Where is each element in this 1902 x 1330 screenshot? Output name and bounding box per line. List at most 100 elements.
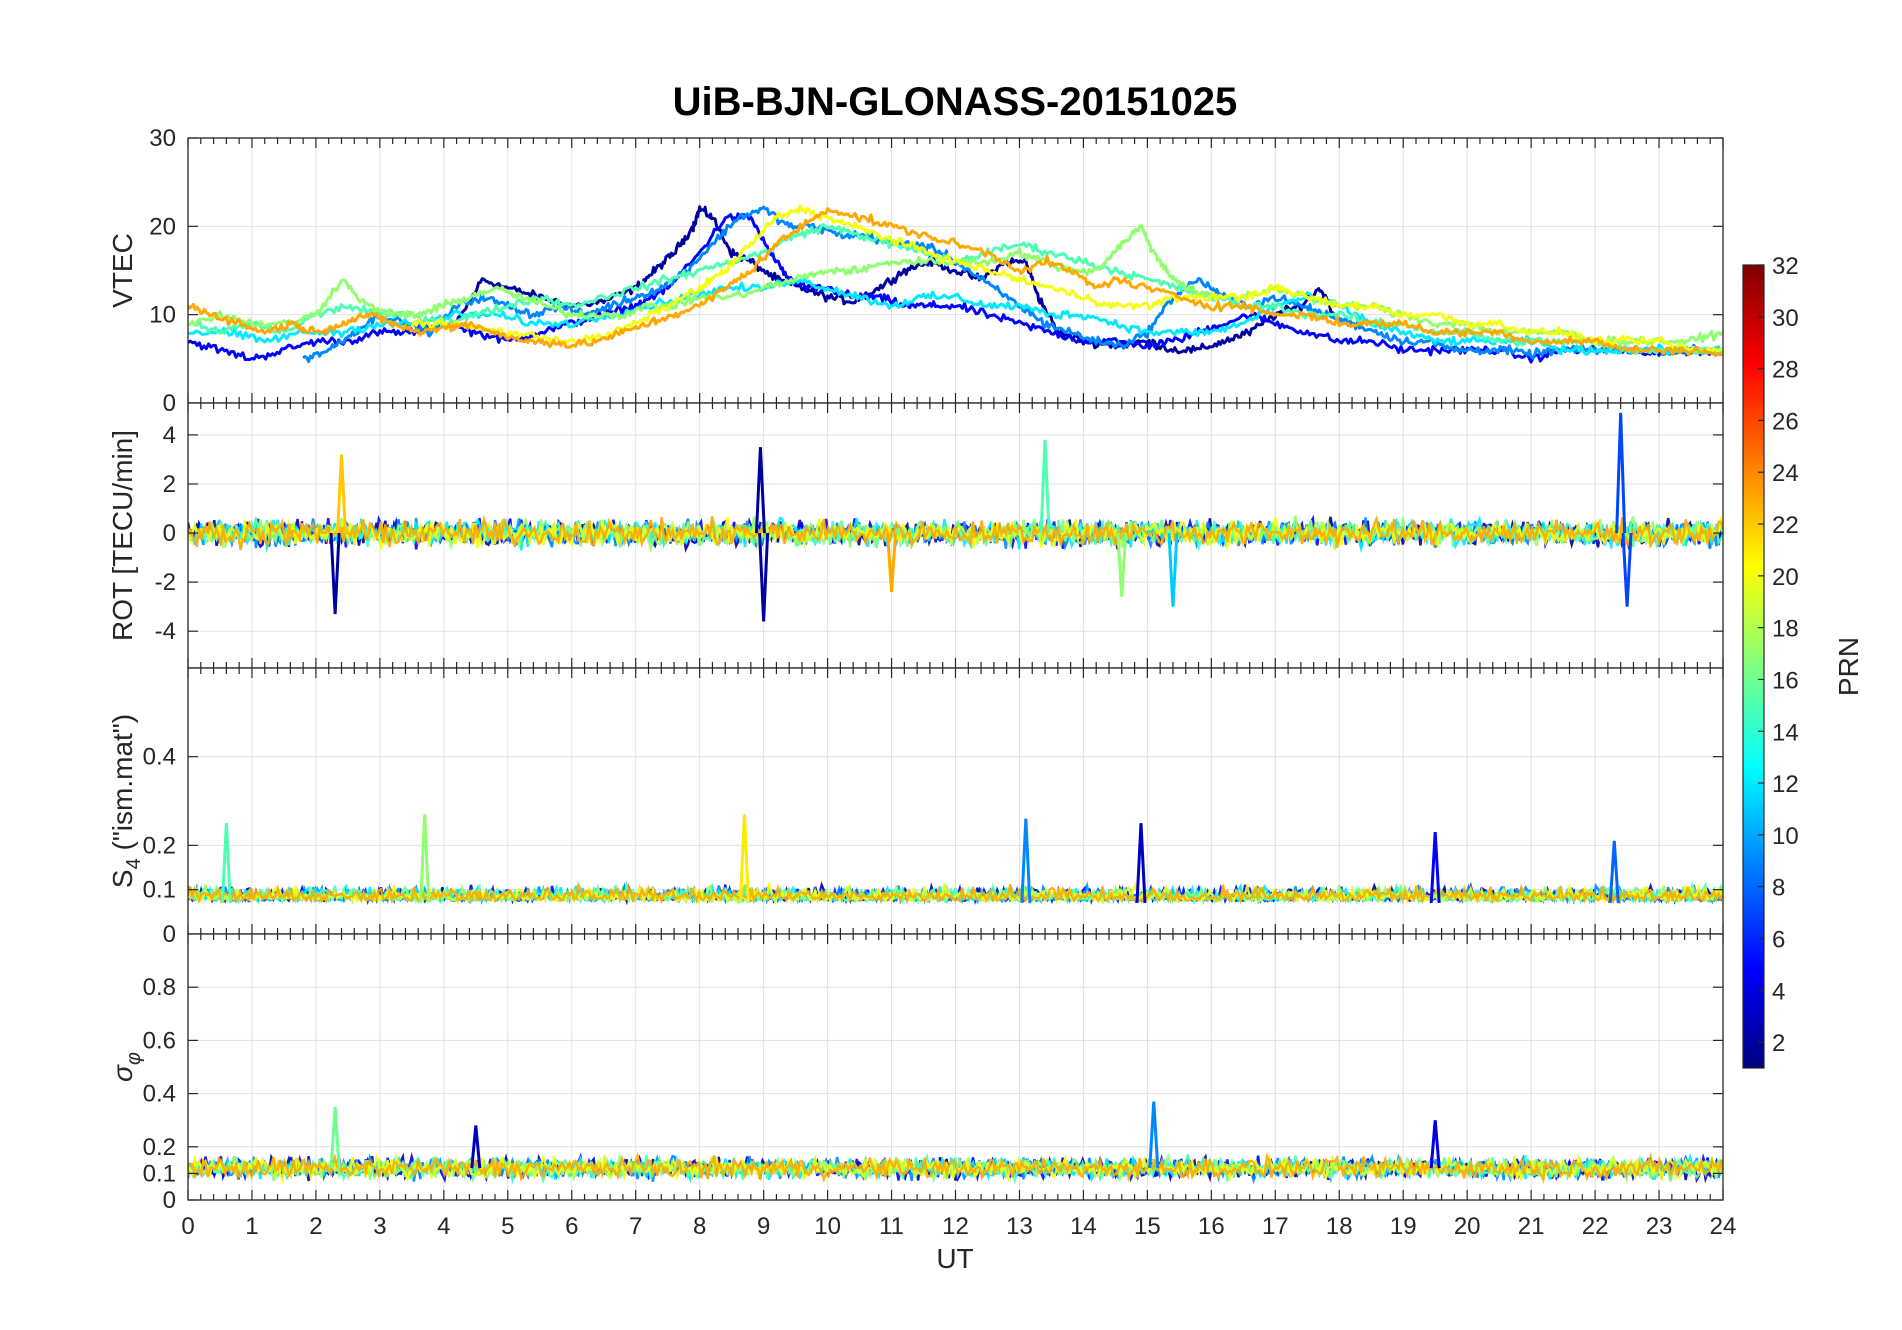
s4-spike-prn-5 (1429, 831, 1441, 904)
vtec-series-prn-23 (188, 207, 1723, 357)
tick-marks (187, 403, 1724, 668)
colorbar-gradient (1742, 264, 1765, 1069)
colorbar-label: PRN (1833, 637, 1864, 696)
x-tick-label: 2 (309, 1213, 322, 1240)
y-tick-label: 2 (163, 471, 176, 498)
x-tick-label: 15 (1134, 1213, 1161, 1240)
x-axis-label: UT (936, 1243, 973, 1274)
colorbar-tick-label: 6 (1772, 926, 1785, 953)
y-tick-label: 0 (163, 390, 176, 417)
colorbar-tick-label: 2 (1772, 1030, 1785, 1057)
y-tick-label: 4 (163, 422, 176, 449)
sigma_phi-spike-prn-16 (329, 1106, 341, 1169)
x-tick-label: 14 (1070, 1213, 1097, 1240)
x-tick-label: 10 (814, 1213, 841, 1240)
x-tick-label: 22 (1582, 1213, 1609, 1240)
rot-spike-prn-2 (754, 447, 766, 534)
x-tick-label: 13 (1006, 1213, 1033, 1240)
s4-spike-prn-3 (1135, 823, 1147, 904)
rot-spike-prn-23 (886, 532, 898, 593)
s4-spike-prn-15 (220, 823, 232, 904)
s4-spike-prn-9 (1020, 818, 1032, 904)
colorbar-tick-label: 24 (1772, 460, 1799, 487)
plot-area-sigma_phi (188, 1101, 1723, 1185)
x-tick-label: 17 (1262, 1213, 1289, 1240)
colorbar-tick-label: 32 (1772, 253, 1799, 280)
s4-spike-prn-21 (738, 814, 750, 904)
colorbar-tick-label: 4 (1772, 978, 1785, 1005)
rot-spike-prn-7 (1621, 532, 1633, 607)
colorbar-tick-label: 12 (1772, 771, 1799, 798)
rot-spike-prn-22 (336, 454, 347, 534)
y-tick-label: 0.8 (143, 974, 176, 1001)
colorbar-tick-label: 30 (1772, 305, 1799, 332)
panel-vtec: 0 10 20 30 VTEC (107, 125, 1724, 417)
colorbar-tick-label: 10 (1772, 823, 1799, 850)
sigma_phi-trace-prn-23 (188, 1151, 1723, 1184)
panel-s4: 0 0.1 0.2 0.4S4 ("ism.mat") (107, 667, 1724, 948)
x-tick-label: 4 (437, 1213, 450, 1240)
rot-spike-prn-2 (329, 532, 341, 615)
x-tick-label: 0 (181, 1213, 194, 1240)
x-tick-label: 19 (1390, 1213, 1417, 1240)
s4-spike-prn-8 (1608, 840, 1620, 904)
vtec-series-prn-5 (188, 212, 1723, 364)
y-axis-label-rot: ROT [TECU/min] (107, 430, 138, 641)
colorbar-tick-label: 26 (1772, 408, 1799, 435)
y-tick-label: 0.1 (143, 1160, 176, 1187)
rot-spike-prn-2 (758, 532, 770, 622)
x-tick-label: 12 (942, 1213, 969, 1240)
rot-spike-prn-7 (1615, 412, 1627, 534)
panel-rot: -4 -2 0 2 4 ROT [TECU/min] (107, 402, 1724, 669)
x-tick-label: 16 (1198, 1213, 1225, 1240)
rot-spike-prn-11 (1167, 532, 1179, 607)
y-tick-label: 10 (149, 302, 176, 329)
x-tick-label: 23 (1646, 1213, 1673, 1240)
x-tick-label: 11 (879, 1213, 904, 1240)
s4-spike-prn-17 (419, 814, 431, 904)
x-tick-label: 18 (1326, 1213, 1353, 1240)
colorbar-tick-label: 14 (1772, 719, 1799, 746)
x-tick-label: 24 (1710, 1213, 1737, 1240)
sigma_phi-spike-prn-3 (470, 1125, 482, 1169)
vtec-series-prn-2 (455, 205, 1341, 355)
colorbar-tick-label: 18 (1772, 616, 1799, 643)
y-tick-label: 0.2 (143, 1134, 176, 1161)
rot-spike-prn-15 (1039, 439, 1051, 534)
sigma_phi-spike-prn-4 (1429, 1120, 1441, 1169)
x-tick-label: 8 (693, 1213, 706, 1240)
tick-marks (187, 137, 1724, 404)
y-tick-label: 30 (149, 125, 176, 152)
panel-sigma_phi: 00.10.2 0.4 0.6 0.8 σφ (107, 933, 1724, 1214)
y-tick-label: -2 (155, 569, 176, 596)
plot-area-rot (188, 412, 1723, 622)
x-tick-label: 3 (373, 1213, 386, 1240)
y-tick-label: 0.2 (143, 832, 176, 859)
y-tick-label: -4 (155, 618, 176, 645)
x-tick-label: 7 (629, 1213, 642, 1240)
x-tick-label: 5 (501, 1213, 514, 1240)
x-tick-label: 9 (757, 1213, 770, 1240)
colorbar-tick-label: 16 (1772, 667, 1799, 694)
vtec-series-prn-9 (302, 205, 1723, 364)
plot-area-s4 (188, 814, 1723, 906)
x-tick-label: 21 (1518, 1213, 1545, 1240)
y-tick-label: 0.4 (143, 1081, 176, 1108)
vtec-series-prn-20 (410, 204, 1723, 354)
chart-title: UiB-BJN-GLONASS-20151025 (673, 80, 1238, 124)
y-tick-label: 0 (163, 921, 176, 948)
y-tick-label: 0.6 (143, 1027, 176, 1054)
colorbar-tick-label: 8 (1772, 875, 1785, 902)
rot-spike-prn-17 (1116, 532, 1128, 597)
y-tick-label: 0 (163, 1187, 176, 1214)
x-tick-label: 6 (565, 1213, 578, 1240)
y-tick-label: 20 (149, 213, 176, 240)
tick-marks (187, 934, 1724, 1201)
sigma_phi-spike-prn-9 (1148, 1101, 1160, 1169)
rot-trace-prn-23 (188, 514, 1723, 551)
tick-marks (187, 668, 1724, 935)
y-axis-label-s4: S4 ("ism.mat") (107, 714, 145, 888)
